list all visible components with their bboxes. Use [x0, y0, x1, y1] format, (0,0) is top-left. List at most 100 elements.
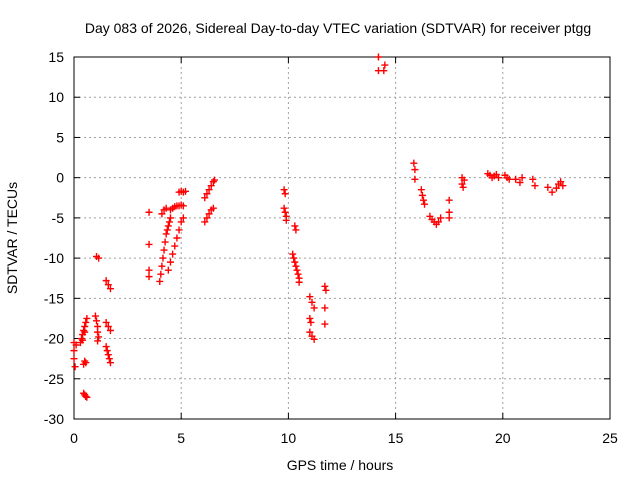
data-point: [80, 327, 88, 335]
plot-area-border: [73, 56, 611, 420]
data-point: [159, 254, 167, 262]
data-point: [291, 258, 299, 266]
data-point: [210, 176, 218, 184]
data-point: [145, 266, 153, 274]
data-point: [70, 355, 78, 363]
data-point: [175, 226, 183, 234]
y-tick-label: -20: [44, 331, 64, 347]
data-point: [105, 355, 113, 363]
data-point: [374, 53, 382, 61]
data-point: [203, 214, 211, 222]
data-point: [518, 174, 526, 182]
data-point: [104, 281, 112, 289]
data-point: [91, 312, 99, 320]
data-point: [544, 183, 552, 191]
data-point: [421, 200, 429, 208]
data-point: [179, 214, 187, 222]
data-point: [529, 175, 537, 183]
x-tick-labels: 0 5 10 15 20 25: [70, 430, 618, 446]
data-point: [289, 250, 297, 258]
data-point: [548, 188, 556, 196]
data-point: [201, 194, 209, 202]
data-point: [160, 246, 168, 254]
y-tick-label: -30: [44, 411, 64, 427]
y-axis-label: SDTVAR / TECUs: [4, 182, 20, 294]
grid-lines: [74, 57, 610, 419]
data-point: [280, 186, 288, 194]
data-point: [505, 175, 513, 183]
data-point: [104, 351, 112, 359]
data-point: [307, 318, 315, 326]
data-point: [166, 214, 174, 222]
data-point: [280, 204, 288, 212]
data-point: [321, 320, 329, 328]
data-point: [381, 61, 389, 69]
y-tick-label: 15: [48, 49, 64, 65]
data-point: [531, 182, 539, 190]
data-point: [418, 191, 426, 199]
y-tick-label: 10: [48, 89, 64, 105]
data-point: [164, 222, 172, 230]
data-point: [419, 196, 427, 204]
data-point: [106, 359, 114, 367]
data-point: [411, 166, 419, 174]
data-point: [293, 266, 301, 274]
data-point: [321, 304, 329, 312]
data-point: [459, 183, 467, 191]
data-point: [145, 273, 153, 281]
data-point: [411, 175, 419, 183]
y-tick-label: -15: [44, 290, 64, 306]
data-point: [306, 328, 314, 336]
data-point: [102, 343, 110, 351]
data-point: [380, 67, 388, 75]
data-point: [559, 182, 567, 190]
y-tick-labels: -30 -25 -20 -15 -10 -5 0 5 10 15: [44, 49, 64, 427]
data-point: [95, 333, 103, 341]
data-point: [106, 327, 114, 335]
data-point: [169, 250, 177, 258]
data-point: [495, 174, 503, 182]
data-point: [156, 277, 164, 285]
data-point: [410, 159, 418, 167]
y-tick-label: -10: [44, 250, 64, 266]
data-point: [282, 216, 290, 224]
data-point: [102, 318, 110, 326]
data-point: [157, 270, 165, 278]
data-point: [445, 214, 453, 222]
y-tick-label: 0: [56, 170, 64, 186]
data-point: [181, 187, 189, 195]
data-point: [512, 175, 520, 183]
data-point: [321, 282, 329, 290]
data-point: [417, 186, 425, 194]
data-point: [294, 270, 302, 278]
data-point: [557, 178, 565, 186]
data-point: [458, 180, 466, 188]
data-point: [460, 176, 468, 184]
data-point: [291, 222, 299, 230]
data-point: [201, 218, 209, 226]
data-point: [173, 234, 181, 242]
data-point: [290, 254, 298, 262]
data-point: [281, 190, 289, 198]
data-point: [79, 336, 87, 344]
data-point: [81, 328, 89, 336]
data-point: [322, 286, 330, 294]
data-point: [83, 393, 91, 401]
data-point: [93, 317, 101, 325]
data-point: [171, 242, 179, 250]
data-point: [162, 230, 170, 238]
x-tick-label: 15: [388, 430, 404, 446]
data-point: [310, 304, 318, 312]
y-tick-label: -5: [52, 210, 65, 226]
data-point: [72, 341, 80, 349]
data-point: [207, 182, 215, 190]
data-point: [306, 293, 314, 301]
data-point: [104, 322, 112, 330]
data-point: [70, 347, 78, 355]
data-point: [158, 262, 166, 270]
data-point: [310, 335, 318, 343]
data-point: [306, 314, 314, 322]
data-point: [205, 210, 213, 218]
data-point: [162, 204, 170, 212]
data-point: [437, 214, 445, 222]
